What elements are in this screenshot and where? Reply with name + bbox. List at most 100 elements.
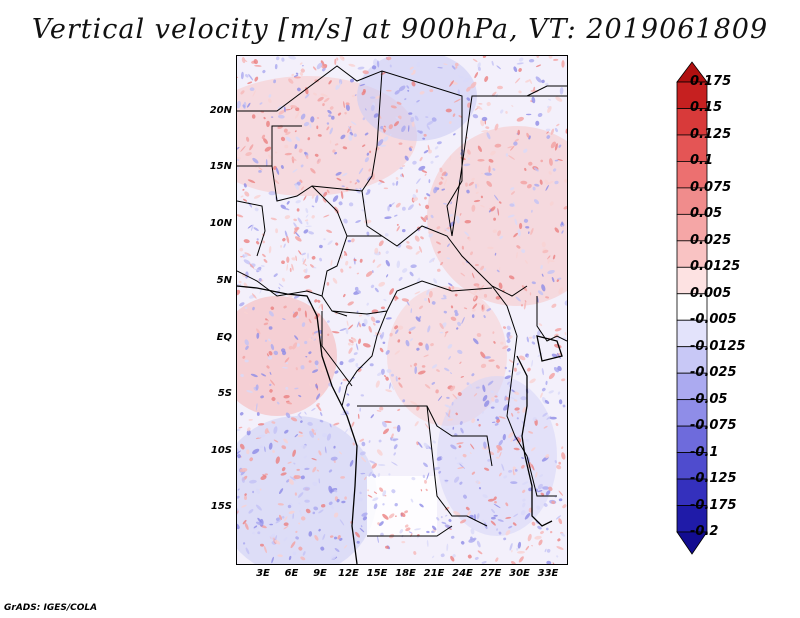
noise-speck <box>476 480 479 484</box>
noise-speck <box>328 485 333 494</box>
noise-speck <box>528 161 533 166</box>
noise-speck <box>328 114 332 118</box>
noise-speck <box>273 350 279 356</box>
noise-speck <box>471 272 475 279</box>
noise-speck <box>526 132 530 138</box>
noise-speck <box>240 90 245 95</box>
noise-speck <box>525 79 531 83</box>
noise-speck <box>428 257 436 263</box>
noise-speck <box>496 528 499 531</box>
noise-speck <box>313 330 319 334</box>
noise-speck <box>333 422 340 426</box>
noise-speck <box>297 502 301 505</box>
noise-speck <box>419 130 423 134</box>
noise-speck <box>461 245 465 250</box>
noise-speck <box>418 165 426 171</box>
noise-speck <box>476 332 482 338</box>
noise-speck <box>326 189 330 194</box>
noise-speck <box>242 355 246 359</box>
noise-speck <box>499 451 502 457</box>
noise-speck <box>314 360 319 366</box>
noise-speck <box>282 366 289 369</box>
noise-speck <box>393 444 398 450</box>
noise-speck <box>506 325 511 331</box>
noise-speck <box>517 129 521 136</box>
noise-speck <box>537 112 543 118</box>
noise-speck <box>274 151 278 154</box>
noise-speck <box>531 521 536 526</box>
noise-speck <box>370 284 375 289</box>
noise-speck <box>516 547 519 551</box>
noise-speck <box>453 476 460 483</box>
noise-speck <box>524 167 527 171</box>
noise-speck <box>285 131 291 136</box>
noise-speck <box>431 525 437 531</box>
noise-speck <box>294 183 299 190</box>
noise-speck <box>265 320 269 324</box>
noise-speck <box>454 312 459 317</box>
noise-speck <box>483 268 486 271</box>
noise-speck <box>472 338 479 345</box>
noise-speck <box>556 123 560 127</box>
noise-speck <box>292 551 297 556</box>
noise-speck <box>416 99 420 103</box>
noise-speck <box>362 117 366 121</box>
noise-speck <box>468 382 473 389</box>
noise-speck <box>414 235 420 242</box>
noise-speck <box>548 372 555 380</box>
noise-speck <box>343 253 347 256</box>
noise-speck <box>518 222 523 230</box>
noise-speck <box>481 304 484 310</box>
noise-speck <box>394 325 399 330</box>
noise-speck <box>318 478 321 484</box>
noise-speck <box>408 531 413 534</box>
noise-speck <box>310 168 316 174</box>
noise-speck <box>268 351 273 356</box>
noise-speck <box>544 548 547 553</box>
noise-speck <box>428 111 431 116</box>
noise-speck <box>277 554 283 558</box>
noise-speck <box>352 337 357 343</box>
noise-speck <box>457 392 462 396</box>
noise-speck <box>540 264 543 270</box>
noise-speck <box>296 208 300 212</box>
noise-speck <box>304 411 307 415</box>
noise-speck <box>300 420 303 423</box>
noise-speck <box>436 226 441 230</box>
noise-speck <box>493 194 499 201</box>
noise-speck <box>294 76 301 79</box>
noise-speck <box>401 165 406 167</box>
noise-speck <box>521 249 526 254</box>
noise-speck <box>517 550 525 554</box>
noise-speck <box>268 442 273 450</box>
noise-speck <box>483 467 490 471</box>
noise-speck <box>268 94 272 98</box>
noise-speck <box>450 201 453 205</box>
lat-label: 15N <box>209 161 232 172</box>
noise-speck <box>497 208 500 216</box>
noise-speck <box>404 98 407 101</box>
noise-speck <box>555 422 559 427</box>
noise-speck <box>404 524 409 528</box>
noise-speck <box>284 429 289 434</box>
noise-speck <box>436 369 440 372</box>
noise-speck <box>237 495 240 499</box>
noise-speck <box>305 268 308 274</box>
noise-speck <box>318 303 322 309</box>
noise-speck <box>476 540 481 548</box>
noise-speck <box>513 447 520 451</box>
noise-speck <box>305 355 308 358</box>
noise-speck <box>520 510 526 516</box>
noise-speck <box>359 407 362 412</box>
noise-speck <box>515 296 521 302</box>
noise-speck <box>520 304 524 307</box>
noise-speck <box>378 463 386 467</box>
noise-speck <box>545 454 550 459</box>
noise-speck <box>304 151 307 155</box>
noise-speck <box>286 294 293 298</box>
noise-speck <box>298 522 301 525</box>
noise-speck <box>295 367 298 371</box>
noise-speck <box>458 75 465 79</box>
noise-speck <box>353 133 357 137</box>
noise-speck <box>478 424 481 427</box>
